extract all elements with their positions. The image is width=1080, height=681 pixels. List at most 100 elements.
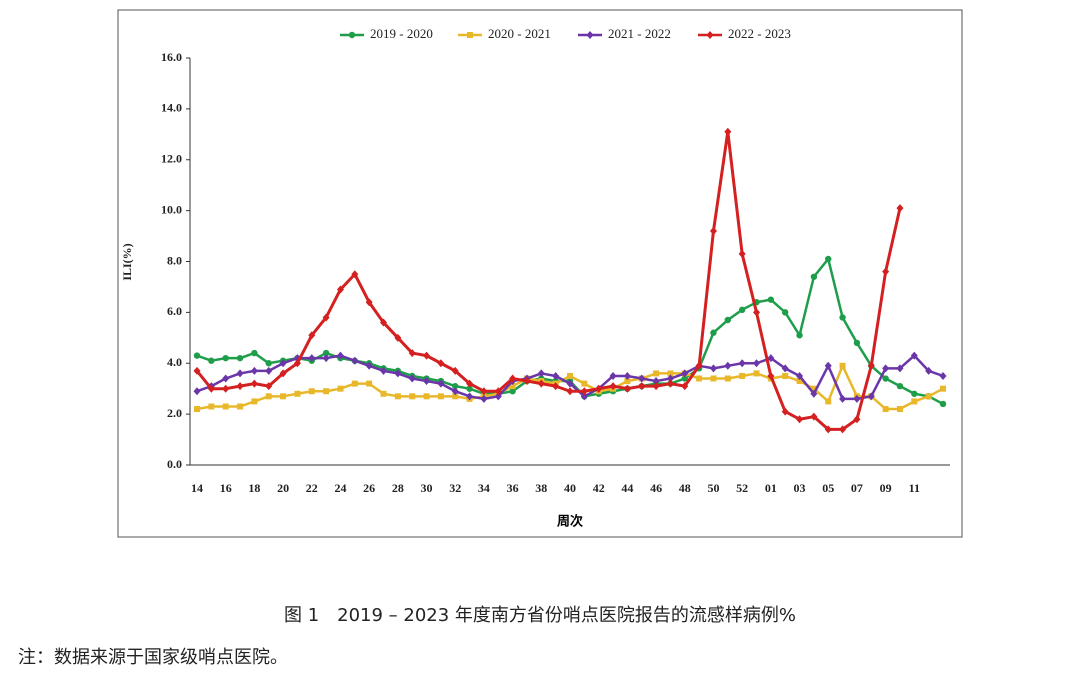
y-tick-label: 0.0 (167, 457, 182, 471)
point (681, 382, 689, 391)
point (237, 403, 244, 410)
point (494, 387, 502, 396)
point (236, 382, 244, 391)
point (638, 374, 646, 383)
point (222, 354, 229, 362)
x-tick-label: 42 (593, 481, 605, 495)
point (308, 354, 316, 363)
point (739, 372, 746, 379)
point (194, 406, 200, 413)
point (623, 371, 631, 380)
point (681, 369, 689, 378)
point (452, 382, 459, 390)
point (537, 369, 545, 378)
x-tick-label: 36 (507, 481, 519, 495)
caption: 图 1 2019 – 2023 年度南方省份哨点医院报告的流感样病例% (283, 605, 797, 626)
x-tick-label: 11 (909, 481, 920, 495)
point (781, 407, 789, 416)
point (423, 393, 430, 400)
point (251, 398, 258, 405)
point (466, 385, 473, 392)
x-tick-label: 05 (822, 481, 834, 495)
point (265, 366, 273, 375)
x-tick-label: 30 (421, 481, 433, 495)
x-tick-label: 20 (277, 481, 289, 495)
point (724, 316, 732, 324)
point (709, 226, 717, 235)
point (609, 382, 617, 391)
point (796, 415, 804, 424)
x-tick-label: 44 (621, 481, 633, 495)
point (695, 361, 703, 370)
point (222, 384, 230, 393)
point (250, 379, 258, 388)
point (279, 369, 287, 378)
y-axis-label: ILI(%) (120, 243, 134, 280)
point (586, 31, 594, 39)
y-tick-label: 12.0 (161, 152, 182, 166)
point (796, 378, 803, 385)
point (796, 332, 803, 339)
point (667, 370, 674, 377)
point (939, 400, 947, 408)
point (380, 318, 387, 327)
point (652, 377, 660, 386)
x-tick-label: 22 (306, 481, 318, 495)
point (452, 393, 459, 400)
point (724, 375, 731, 382)
point (839, 425, 847, 434)
point (767, 296, 775, 303)
point (666, 379, 674, 388)
point (796, 371, 804, 380)
point (408, 349, 416, 358)
point (709, 364, 717, 373)
point (451, 366, 459, 375)
point (706, 31, 714, 39)
point (466, 379, 474, 388)
point (251, 349, 258, 357)
point (394, 369, 402, 378)
point (265, 360, 272, 367)
point (738, 249, 746, 258)
point (896, 204, 904, 213)
point (480, 394, 488, 403)
point (882, 375, 889, 382)
point (294, 390, 301, 397)
x-tick-label: 14 (191, 481, 203, 495)
point (867, 392, 875, 401)
point (825, 255, 832, 263)
point (207, 384, 215, 393)
point (308, 388, 315, 395)
point (380, 390, 387, 397)
y-tick-label: 6.0 (167, 304, 182, 318)
point (781, 364, 789, 373)
x-tick-label: 18 (248, 481, 260, 495)
y-tick-label: 4.0 (167, 355, 182, 369)
point (323, 388, 330, 395)
point (609, 371, 617, 380)
x-tick-label: 50 (707, 481, 719, 495)
x-tick-label: 16 (220, 481, 232, 495)
point (940, 385, 946, 392)
point (839, 362, 846, 369)
point (738, 306, 746, 314)
point (580, 392, 588, 401)
point (437, 393, 444, 400)
point (566, 387, 574, 396)
x-tick-label: 03 (794, 481, 806, 495)
point (451, 387, 459, 396)
point (523, 377, 531, 386)
point (825, 398, 832, 405)
point (839, 314, 846, 321)
point (336, 351, 344, 360)
point (365, 361, 373, 370)
point (351, 356, 359, 365)
point (767, 354, 775, 363)
point (824, 425, 832, 434)
point (280, 393, 287, 400)
point (351, 270, 359, 279)
point (653, 370, 660, 377)
x-tick-label: 24 (334, 481, 346, 495)
point (366, 380, 373, 387)
